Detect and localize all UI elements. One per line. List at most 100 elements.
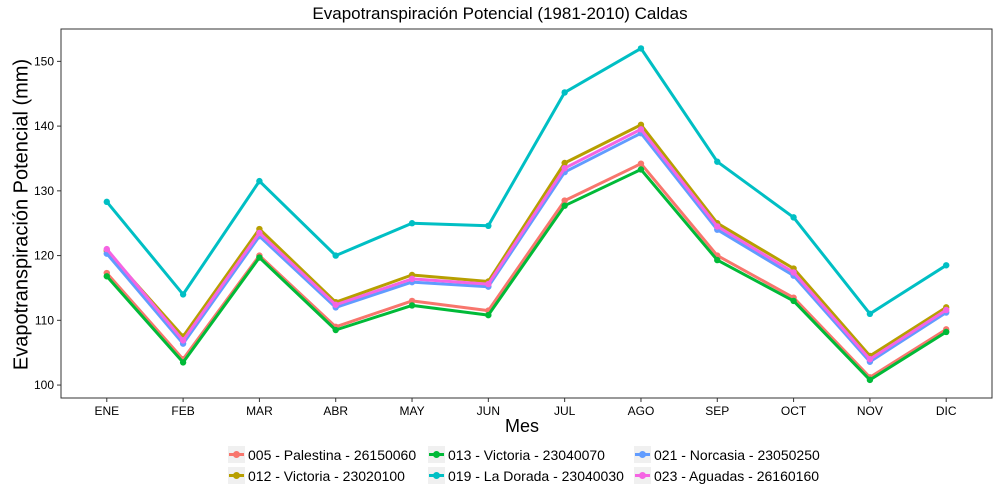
legend-key: [634, 467, 651, 484]
data-point: [561, 164, 568, 172]
data-point: [561, 159, 568, 167]
legend-item: 013 - Victoria - 23040070: [428, 446, 634, 463]
y-tick-label: 130: [34, 184, 54, 198]
data-point: [790, 297, 797, 305]
data-point: [866, 310, 874, 318]
plot-panel: [60, 28, 993, 399]
legend-label: 012 - Victoria - 23020100: [248, 467, 405, 484]
legend-key-point: [639, 451, 646, 458]
series: [103, 126, 950, 363]
y-axis-label: Evapotranspiración Potencial (mm): [10, 58, 33, 371]
x-tick-label: ENE: [94, 404, 119, 418]
legend-key: [228, 446, 245, 463]
data-point: [866, 376, 874, 384]
series-line: [105, 46, 948, 316]
legend-key-point: [639, 472, 646, 479]
data-point: [561, 197, 568, 204]
chart-title: Evapotranspiración Potencial (1981-2010)…: [312, 4, 688, 23]
legend-item: 005 - Palestina - 26150060: [228, 446, 428, 463]
data-point: [485, 311, 492, 319]
x-tick-label: JUL: [554, 404, 576, 418]
data-point: [714, 158, 721, 165]
x-tick-label: ABR: [323, 404, 348, 418]
data-point: [256, 229, 263, 237]
legend-label: 005 - Palestina - 26150060: [248, 446, 417, 463]
x-tick-label: JUN: [477, 404, 500, 418]
series-line: [105, 168, 947, 382]
data-point: [103, 245, 110, 253]
data-point: [408, 275, 416, 283]
data-point: [408, 220, 416, 227]
data-point: [637, 126, 645, 133]
series-line: [105, 131, 948, 364]
legend-key: [634, 446, 651, 463]
legend-key-point: [433, 472, 440, 479]
data-point: [485, 280, 492, 288]
data-point: [637, 121, 645, 129]
data-point: [256, 254, 263, 261]
data-point: [103, 273, 110, 280]
legend-item: 023 - Aguadas - 26160160: [634, 467, 834, 484]
data-point: [561, 89, 568, 96]
series-group: [103, 45, 950, 384]
x-tick-label: AGO: [628, 404, 655, 418]
data-point: [866, 355, 874, 363]
data-point: [332, 252, 339, 259]
data-point: [103, 198, 110, 206]
y-tick-label: 140: [34, 119, 54, 133]
data-point: [332, 326, 339, 334]
x-tick-label: MAY: [399, 404, 424, 418]
data-point: [179, 337, 187, 344]
legend-item: 012 - Victoria - 23020100: [228, 467, 428, 484]
data-point: [256, 177, 263, 185]
data-point: [943, 328, 950, 336]
x-tick-label: FEB: [171, 404, 194, 418]
legend-key: [228, 467, 245, 484]
legend-label: 023 - Aguadas - 26160160: [654, 467, 820, 484]
y-tick-label: 110: [35, 313, 54, 327]
series: [103, 166, 950, 384]
legend-key: [428, 467, 445, 484]
data-point: [179, 291, 187, 298]
legend-label: 021 - Norcasia - 23050250: [654, 446, 820, 463]
data-point: [790, 214, 797, 221]
legend: 005 - Palestina - 26150060 013 - Victoria…: [228, 446, 838, 484]
legend-item: 019 - La Dorada - 23040030: [428, 467, 634, 484]
data-point: [637, 166, 645, 173]
legend-label: 013 - Victoria - 23040070: [448, 446, 605, 463]
data-point: [943, 262, 950, 269]
series: [103, 130, 950, 365]
data-point: [943, 306, 950, 314]
legend-label: 019 - La Dorada - 23040030: [448, 467, 624, 484]
legend-key: [428, 446, 445, 463]
data-point: [637, 160, 645, 167]
data-point: [408, 302, 416, 309]
x-axis: ENE FEB MAR ABR MAY JUN JUL AGO SEP OCT NOV DIC: [94, 398, 957, 418]
x-tick-label: OCT: [781, 404, 807, 418]
x-tick-label: SEP: [705, 404, 729, 418]
data-point: [714, 223, 721, 230]
data-point: [332, 301, 339, 308]
y-tick-label: 120: [34, 249, 54, 263]
legend-item: 021 - Norcasia - 23050250: [634, 446, 834, 463]
legend-key-point: [233, 451, 240, 458]
x-tick-label: MAR: [246, 404, 273, 418]
x-axis-label: Mes: [504, 416, 539, 436]
data-point: [637, 45, 645, 52]
data-point: [485, 222, 492, 229]
series-line: [105, 123, 948, 358]
y-axis: 100 110 120 130 140 150: [34, 54, 61, 392]
data-point: [561, 202, 568, 209]
data-point: [179, 359, 187, 366]
data-point: [408, 297, 416, 305]
y-tick-label: 150: [34, 54, 54, 68]
data-point: [714, 256, 721, 264]
legend-key-point: [433, 451, 440, 458]
y-tick-label: 100: [34, 378, 54, 392]
data-point: [790, 269, 797, 276]
series-line: [105, 127, 948, 361]
x-tick-label: NOV: [857, 404, 883, 418]
series: [103, 45, 950, 318]
x-tick-label: DIC: [936, 404, 957, 418]
